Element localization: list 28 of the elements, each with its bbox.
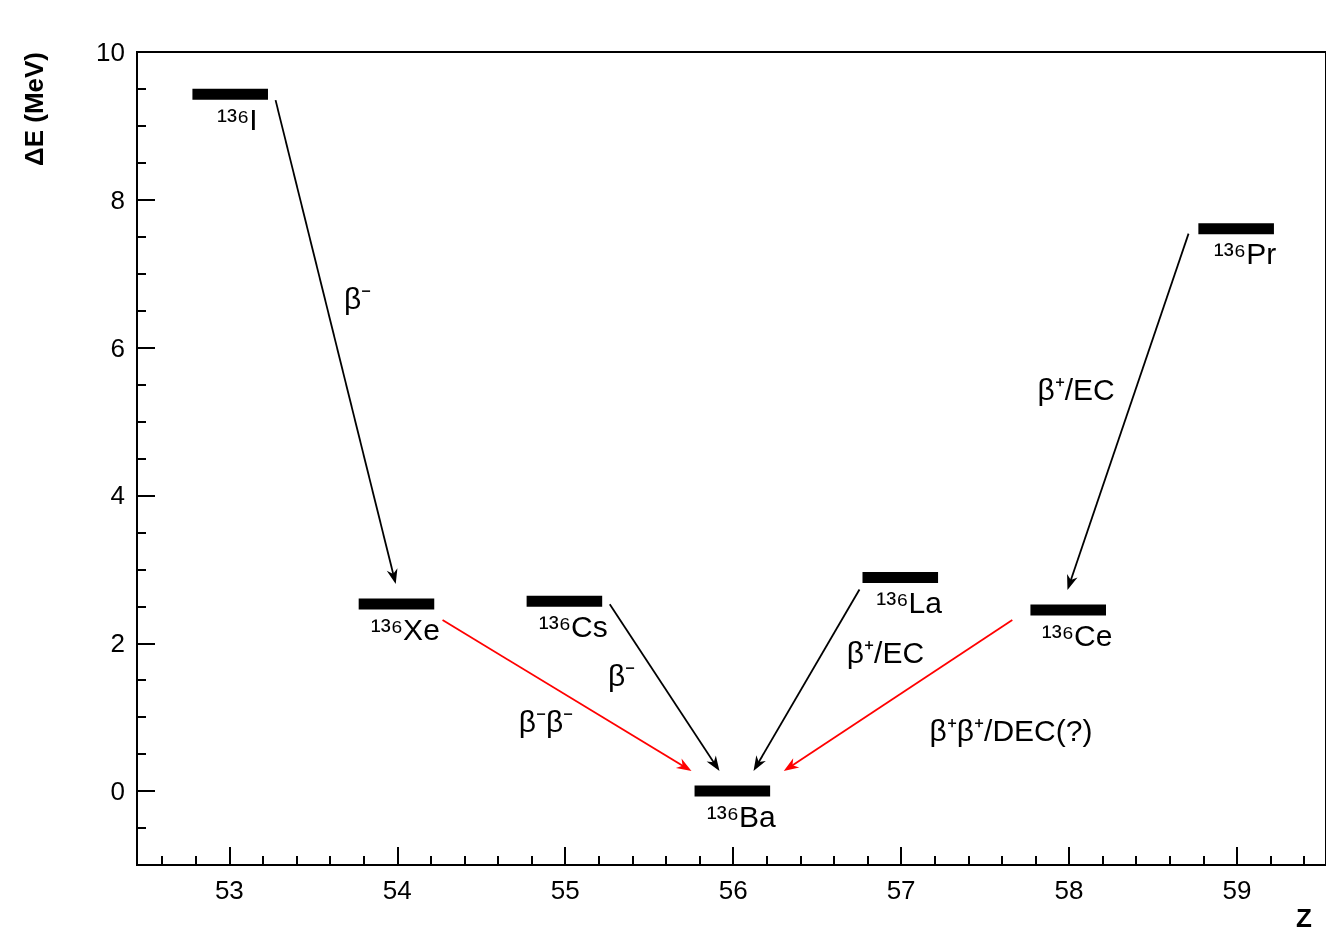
- x-tick-label: 55: [550, 875, 580, 905]
- x-tick-label: 56: [718, 875, 748, 905]
- y-tick-label: 10: [96, 37, 125, 67]
- x-tick-label: 53: [214, 875, 244, 905]
- annotation: ¹³⁶Cs: [538, 609, 608, 643]
- annotation: ¹³⁶Ce: [1041, 618, 1113, 652]
- y-tick-label: 0: [110, 776, 125, 807]
- x-tick-label: 59: [1222, 875, 1252, 905]
- annotation: ¹³⁶Ba: [706, 799, 776, 833]
- y-tick-label: 2: [110, 628, 125, 659]
- annotation: ¹³⁶La: [876, 585, 943, 619]
- annotation: β⁻: [607, 659, 636, 693]
- annotation: β⁺/EC: [1037, 373, 1115, 407]
- y-tick-label: 4: [110, 480, 125, 511]
- annotation: ¹³⁶I: [217, 102, 258, 136]
- y-axis-title: ΔE (MeV): [19, 52, 49, 167]
- y-tick-label: 6: [110, 332, 125, 363]
- annotation: ¹³⁶Xe: [370, 612, 440, 646]
- x-tick-label: 58: [1054, 875, 1084, 905]
- annotation: β⁺β⁺/DEC(?): [929, 714, 1093, 748]
- x-tick-label: 57: [886, 875, 916, 905]
- annotation: β⁻β⁻: [518, 705, 574, 739]
- annotation: ¹³⁶Pr: [1213, 237, 1277, 271]
- y-tick-label: 8: [110, 184, 125, 215]
- annotation: β⁺/EC: [846, 635, 925, 669]
- x-tick-label: 54: [382, 875, 412, 905]
- x-axis-title: Z: [1296, 903, 1312, 933]
- annotation: β⁻: [344, 281, 372, 315]
